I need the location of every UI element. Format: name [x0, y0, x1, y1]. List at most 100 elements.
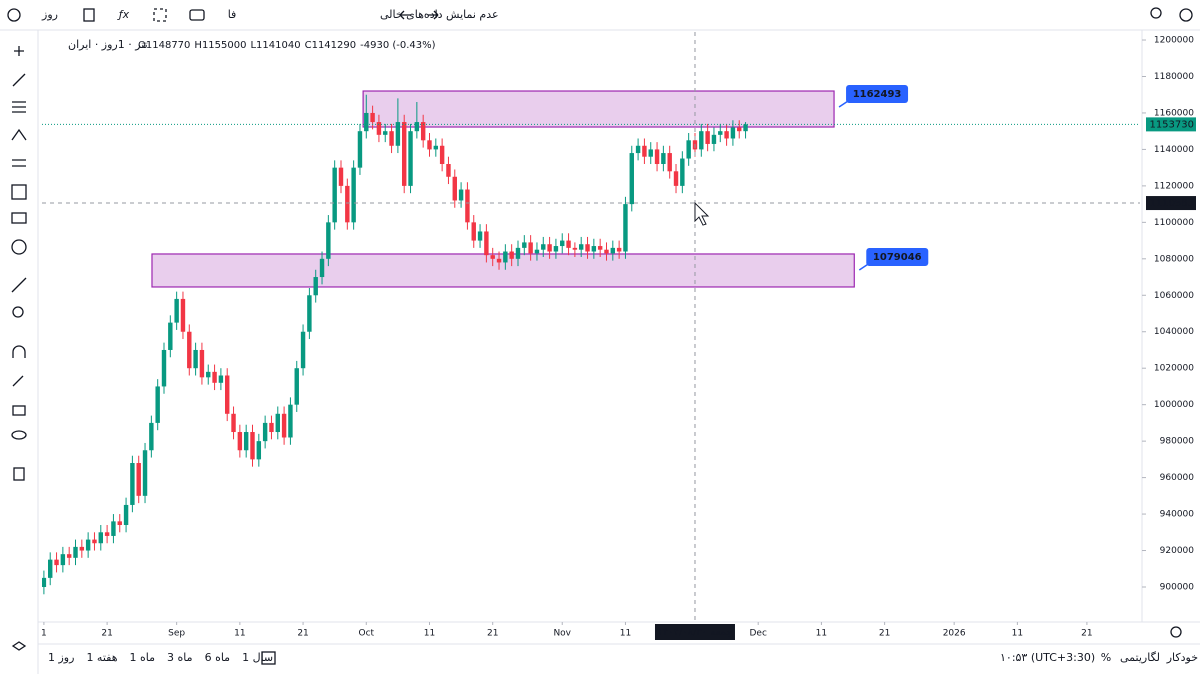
log-toggle[interactable]: لگاریتمی [1120, 651, 1160, 664]
candle-body [680, 158, 685, 186]
date-range-icon[interactable] [261, 651, 276, 665]
zone-label: 1162493 [853, 89, 902, 100]
candle-body [629, 153, 634, 205]
zone-label-pointer [838, 100, 849, 108]
range-button[interactable]: 1 ماه [130, 651, 156, 664]
trendline-tool[interactable] [12, 73, 26, 87]
candle-body [414, 122, 420, 132]
candle-body [699, 131, 704, 150]
candle-body [724, 131, 729, 139]
candle-icon[interactable] [83, 8, 95, 22]
candle-body [66, 554, 72, 558]
candle-body [408, 131, 413, 186]
range-button[interactable]: 1 سال [242, 651, 273, 664]
candle-body [345, 185, 350, 223]
text-tool[interactable] [11, 212, 27, 224]
empty-data-toggle[interactable]: عدم نمایش داده‌های خالی [380, 8, 499, 21]
candle-body [484, 231, 489, 256]
ohlc-value: L1141040 [250, 40, 300, 51]
ohlc-value: -4930 (-0.43%) [360, 40, 436, 51]
candle-body [54, 559, 59, 566]
search-icon[interactable] [1150, 7, 1162, 19]
candle-body [718, 131, 723, 135]
candle-body [743, 124, 748, 132]
redo-icon[interactable] [428, 10, 439, 20]
x-tick-label: 11 [234, 629, 245, 639]
axis-settings-icon[interactable] [1170, 626, 1182, 638]
candle-body [130, 463, 135, 505]
x-tick-label: Nov [553, 629, 571, 639]
fib-tool[interactable] [12, 101, 26, 113]
x-tick-label: 11 [816, 629, 827, 639]
candle-body [534, 249, 540, 254]
add-icon[interactable] [7, 8, 21, 22]
candle-body [737, 127, 742, 132]
layers-tool[interactable] [11, 641, 27, 651]
candle-body [471, 222, 476, 241]
candle-body [446, 164, 451, 177]
ohlc-value: C1141290 [305, 40, 357, 51]
zone [362, 90, 835, 128]
candle-body [351, 167, 356, 223]
crosshair-tool[interactable] [14, 46, 24, 56]
range-button[interactable]: هفته 1 [86, 651, 117, 664]
magnet-tool[interactable] [12, 345, 26, 358]
range-button[interactable]: 3 ماه [167, 651, 193, 664]
candle-body [496, 258, 502, 263]
interval[interactable]: روز [41, 8, 58, 21]
auto-toggle[interactable]: خودکار [1166, 651, 1198, 664]
candle-body [357, 131, 363, 168]
y-tick-label: 1120000 [1154, 181, 1194, 191]
candle-body [585, 244, 590, 252]
zoom-tool[interactable] [12, 306, 24, 318]
x-tick-label: 21 [297, 629, 308, 639]
candle-body [243, 432, 249, 451]
candle-body [635, 145, 641, 154]
candle-body [117, 521, 122, 526]
pattern-tool[interactable] [11, 128, 27, 141]
plot [42, 32, 1140, 622]
settings-icon[interactable] [1179, 8, 1193, 22]
candle-body [73, 546, 78, 558]
ohlc-legend: O1148770 H1155000 L1141040 C1141290 -4930 (-… [138, 40, 436, 51]
candle-body [383, 131, 388, 135]
ruler-tool[interactable] [11, 277, 27, 293]
layout-icon[interactable] [153, 8, 167, 22]
y-tick-label: 1180000 [1154, 72, 1194, 82]
candle-body [225, 375, 230, 414]
lock-draw-tool[interactable] [12, 375, 24, 387]
candle-body [206, 371, 211, 378]
candle-body [281, 413, 287, 438]
candle-body [85, 539, 91, 551]
lock-tool[interactable] [12, 405, 26, 416]
delete-tool[interactable] [13, 467, 25, 481]
candle-body [60, 554, 66, 566]
candle-body [111, 521, 116, 536]
candle-body [509, 251, 514, 259]
hide-tool[interactable] [11, 430, 27, 440]
candle-body [199, 349, 205, 378]
percent-toggle[interactable]: % [1101, 651, 1111, 664]
indicators-icon[interactable]: ƒx [117, 8, 130, 21]
y-tick-label: 1040000 [1154, 327, 1194, 337]
emoji-tool[interactable] [11, 239, 27, 255]
snapshot-icon[interactable] [189, 9, 205, 21]
candle-body [193, 349, 198, 369]
y-tick-label: 1160000 [1154, 108, 1194, 118]
forecast-tool[interactable] [12, 159, 26, 167]
x-tick-label: 21 [879, 629, 890, 639]
range-button[interactable]: 1 روز [48, 651, 74, 664]
candle-body [597, 246, 603, 250]
language[interactable]: فا [228, 8, 237, 21]
candle-body [161, 349, 167, 387]
candle-body [503, 251, 508, 263]
x-tick-label: 11 [424, 629, 435, 639]
zone-label: 1079046 [873, 252, 922, 263]
candle-body [364, 112, 369, 132]
range-button[interactable]: 6 ماه [205, 651, 231, 664]
candle-body [420, 122, 426, 141]
shape-tool[interactable] [11, 184, 27, 200]
candle-body [572, 247, 578, 250]
x-tick-label: 1 [41, 629, 47, 639]
undo-icon[interactable] [399, 10, 410, 20]
